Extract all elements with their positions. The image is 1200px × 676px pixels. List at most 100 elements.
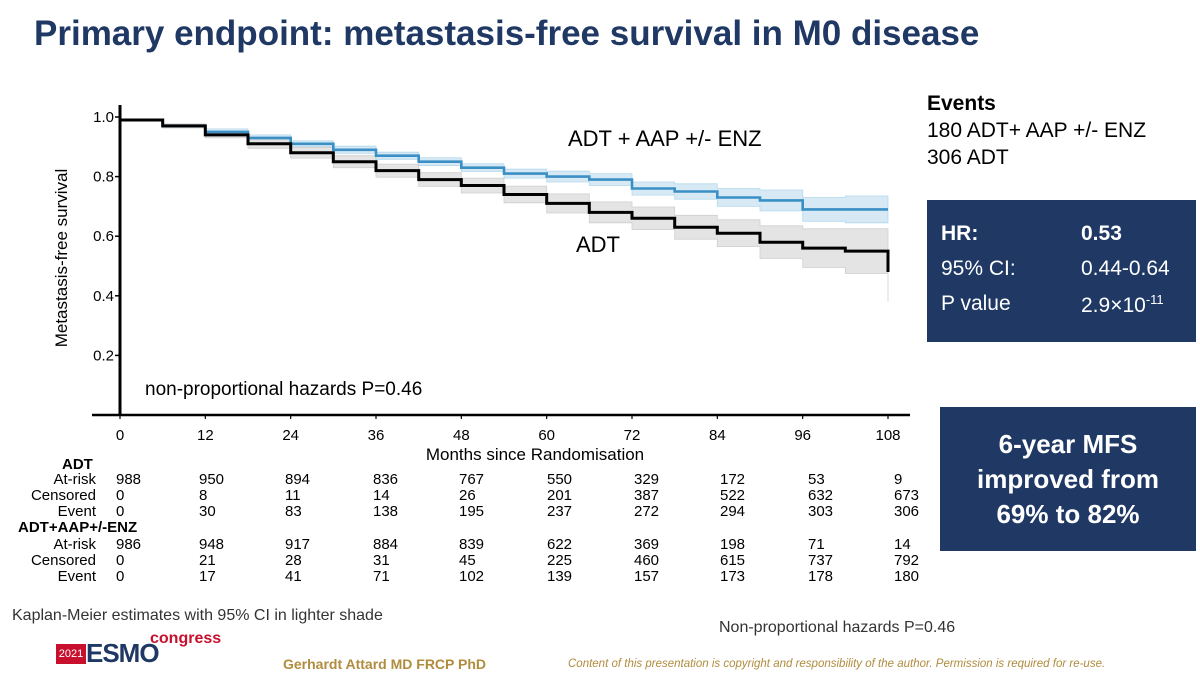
risk-cell: 0 (116, 552, 125, 569)
mfs-summary-text: 6-year MFS improved from 69% to 82% (976, 428, 1160, 529)
series-line-adt (120, 118, 890, 272)
page-title: Primary endpoint: metastasis-free surviv… (34, 14, 980, 53)
risk-cell: 157 (634, 568, 660, 585)
risk-cell: 237 (547, 503, 573, 520)
risk-cell: 26 (459, 487, 476, 504)
risk-cell: 306 (894, 503, 920, 520)
risk-cell: 172 (720, 471, 746, 488)
author: Gerhardt Attard MD FRCP PhD (283, 656, 487, 672)
risk-cell: 522 (720, 487, 746, 504)
risk-cell: 195 (459, 503, 485, 520)
risk-cell: 201 (547, 487, 573, 504)
risk-cell: 198 (720, 536, 746, 553)
footnote: Kaplan-Meier estimates with 95% CI in li… (12, 607, 383, 624)
p-row: P value 2.9×10-11 (941, 292, 1164, 317)
risk-cell: 17 (199, 568, 216, 585)
risk-cell: 948 (199, 536, 225, 553)
x-tick-label: 96 (794, 427, 811, 444)
risk-cell: 737 (808, 552, 834, 569)
chart-annotation: non-proportional hazards P=0.46 (145, 379, 422, 400)
risk-cell: 31 (373, 552, 390, 569)
risk-cell: 14 (373, 487, 390, 504)
esmo-logo: 2021 ESMO congress (56, 630, 221, 668)
risk-cell: 894 (285, 471, 311, 488)
risk-heading-adt: ADT (62, 456, 93, 473)
y-tick-label: 0.2 (93, 347, 114, 364)
x-tick-label: 0 (116, 427, 124, 444)
risk-cell: 387 (634, 487, 660, 504)
copyright: Content of this presentation is copyrigh… (568, 658, 1106, 670)
risk-cell: 21 (199, 552, 216, 569)
risk-row-label: At-risk (53, 536, 97, 553)
risk-cell: 8 (199, 487, 208, 504)
risk-cell: 102 (459, 568, 485, 585)
hr-label: HR: (941, 222, 979, 245)
risk-cell: 622 (547, 536, 573, 553)
x-axis-label: Months since Randomisation (426, 445, 644, 464)
p-exponent: -11 (1145, 292, 1164, 307)
y-tick-label: 0.8 (93, 169, 114, 186)
risk-cell: 460 (634, 552, 660, 569)
risk-cell: 45 (459, 552, 476, 569)
x-tick-label: 84 (709, 427, 726, 444)
y-axis-label: Metastasis-free survival (52, 169, 71, 348)
ci-value: 0.44-0.64 (1081, 257, 1170, 280)
y-tick-label: 1.0 (93, 109, 114, 126)
risk-cell: 0 (116, 503, 125, 520)
x-tick-label: 72 (624, 427, 641, 444)
x-tick-label: 60 (538, 427, 555, 444)
risk-cell: 30 (199, 503, 216, 520)
x-tick-label: 48 (453, 427, 470, 444)
risk-cell: 0 (116, 487, 125, 504)
x-tick-label: 12 (197, 427, 214, 444)
risk-cell: 9 (894, 471, 903, 488)
risk-cell: 0 (116, 568, 125, 585)
nph-footer: Non-proportional hazards P=0.46 (719, 619, 956, 636)
y-tick-label: 0.6 (93, 228, 114, 245)
risk-cell: 836 (373, 471, 399, 488)
events-adt: 306 ADT (927, 146, 1009, 169)
risk-cell: 83 (285, 503, 302, 520)
risk-cell: 986 (116, 536, 142, 553)
risk-cell: 792 (894, 552, 920, 569)
risk-cell: 11 (285, 487, 301, 504)
risk-cell: 673 (894, 487, 920, 504)
risk-cell: 294 (720, 503, 746, 520)
risk-cell: 173 (720, 568, 746, 585)
risk-cell: 71 (808, 536, 825, 553)
risk-row-label: Censored (30, 487, 96, 504)
risk-cell: 138 (373, 503, 399, 520)
risk-cell: 139 (547, 568, 573, 585)
risk-cell: 632 (808, 487, 834, 504)
risk-cell: 329 (634, 471, 660, 488)
x-tick-label: 24 (282, 427, 299, 444)
hazard-ratio-box: HR: 0.53 95% CI: 0.44-0.64 P value 2.9×1… (927, 200, 1196, 342)
logo-name: ESMO (86, 638, 160, 668)
risk-cell: 28 (285, 552, 302, 569)
risk-cell: 884 (373, 536, 399, 553)
risk-cell: 550 (547, 471, 573, 488)
mfs-summary-box: 6-year MFS improved from 69% to 82% (940, 407, 1196, 551)
risk-cell: 988 (116, 471, 142, 488)
risk-cell: 178 (808, 568, 834, 585)
risk-row-label: At-risk (53, 471, 97, 488)
risk-cell: 53 (808, 471, 825, 488)
risk-cell: 180 (894, 568, 920, 585)
x-tick-label: 36 (368, 427, 385, 444)
risk-cell: 767 (459, 471, 485, 488)
series-label-adt: ADT (576, 232, 620, 257)
p-label: P value (941, 292, 1011, 315)
ci-label: 95% CI: (941, 257, 1016, 280)
x-tick-label: 108 (875, 427, 900, 444)
risk-cell: 41 (285, 568, 302, 585)
ci-row: 95% CI: 0.44-0.64 (941, 257, 1170, 281)
hr-row: HR: 0.53 (941, 222, 1122, 246)
risk-row-label: Event (57, 503, 96, 520)
risk-cell: 917 (285, 536, 311, 553)
risk-cell: 615 (720, 552, 746, 569)
logo-suffix: congress (150, 630, 222, 647)
events-panel: Events 180 ADT+ AAP +/- ENZ 306 ADT (927, 90, 1146, 171)
risk-heading-combo: ADT+AAP+/-ENZ (18, 519, 138, 536)
risk-row-label: Censored (30, 552, 96, 569)
